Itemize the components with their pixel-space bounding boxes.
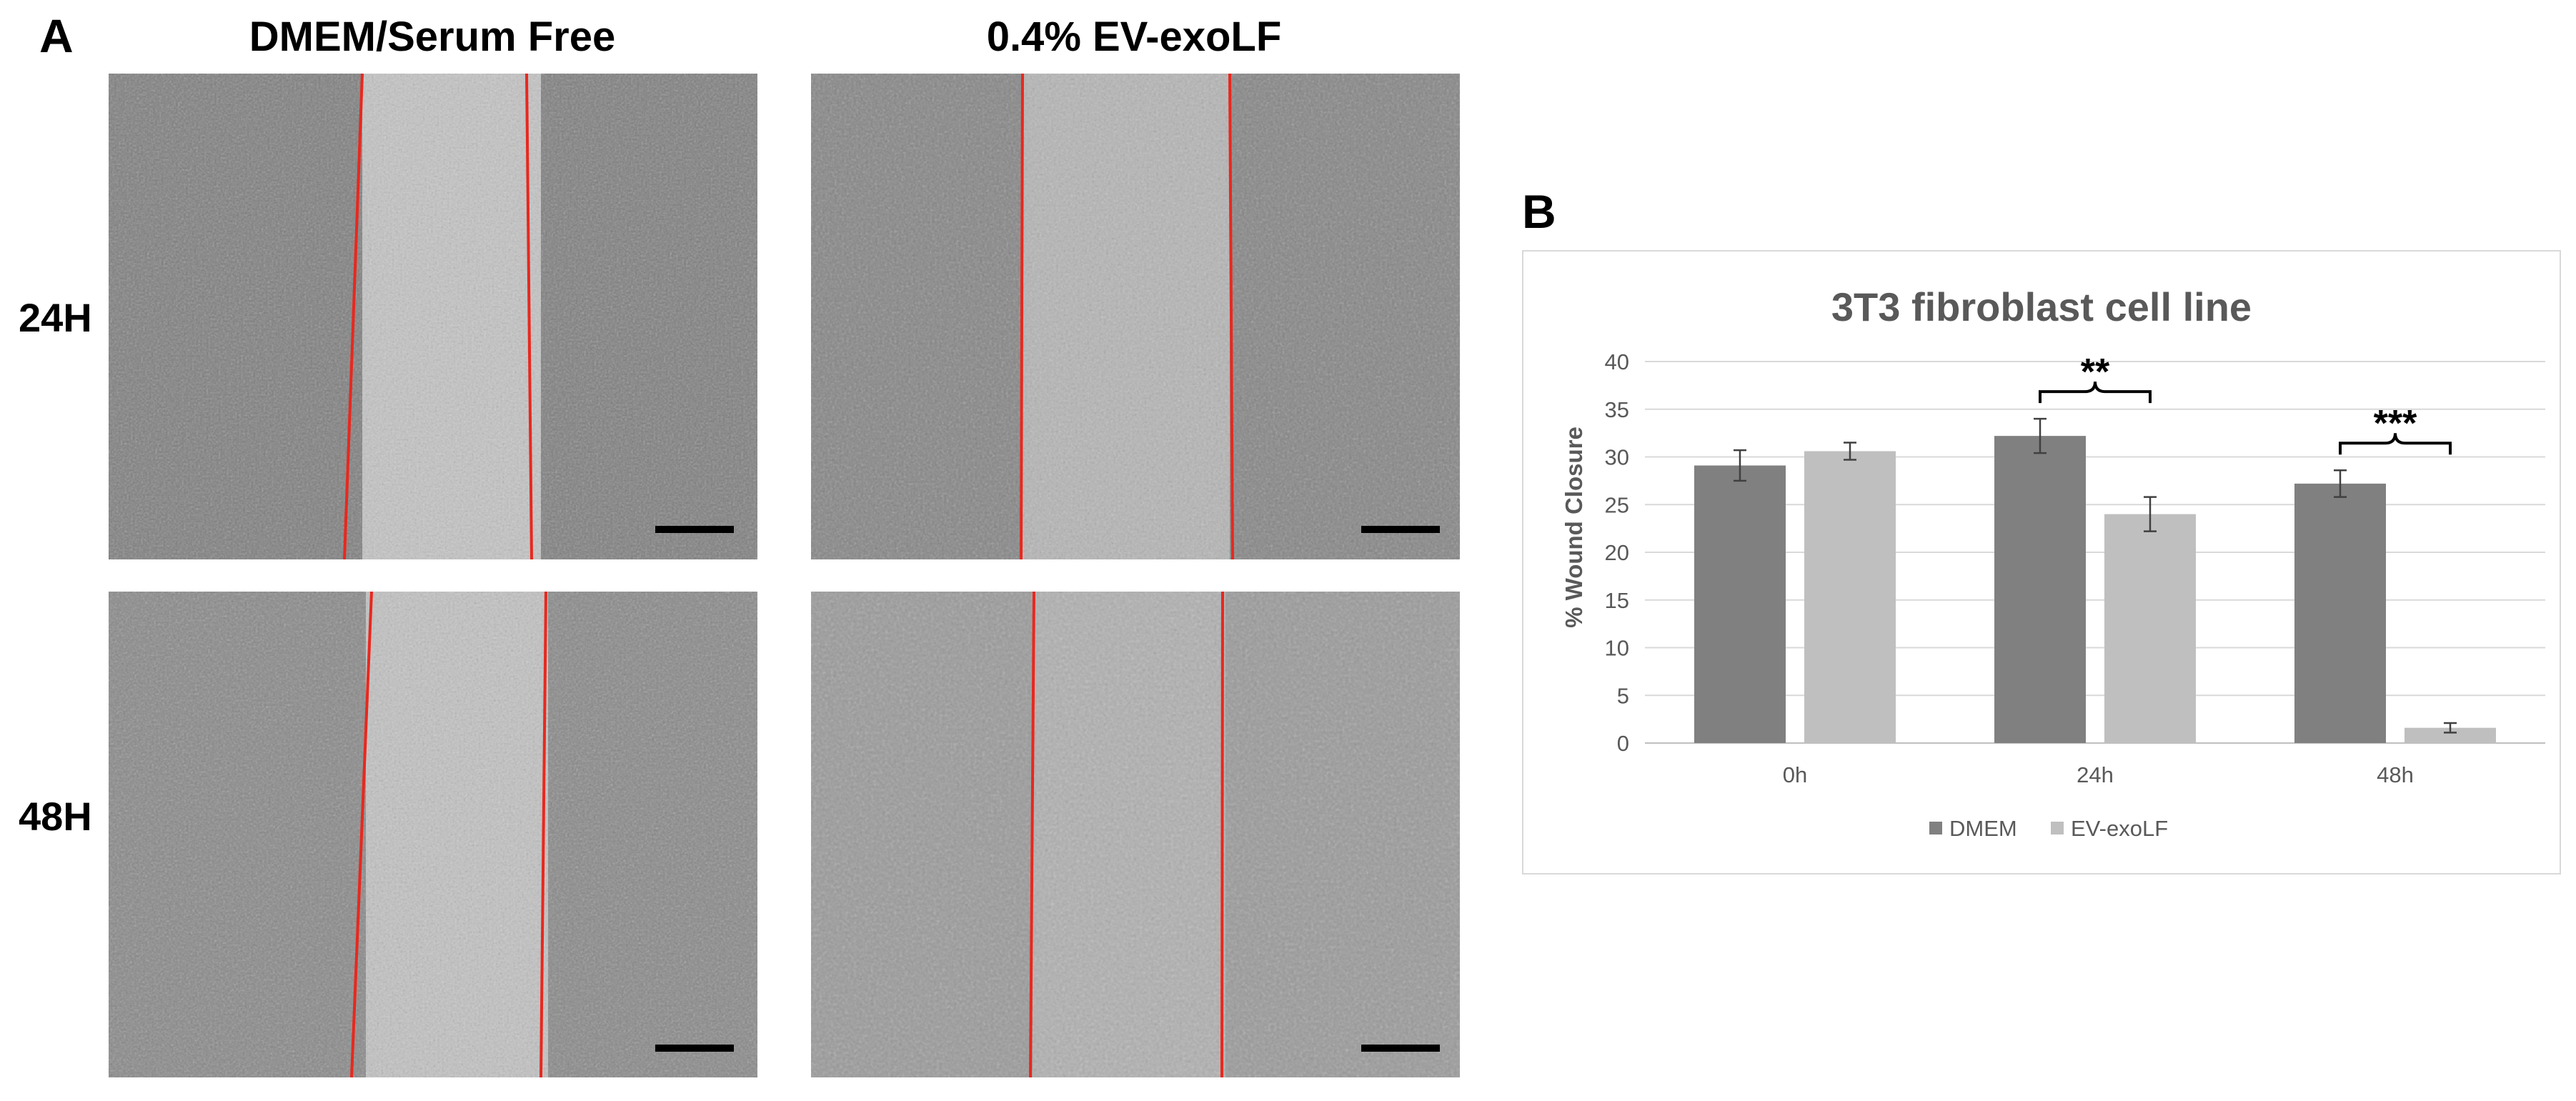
wound-edge-line [525, 74, 533, 559]
wound-edge-line [1228, 74, 1234, 559]
panel-a-letter: A [39, 9, 74, 62]
x-tick-label: 24h [2077, 762, 2114, 787]
wound-edge-line [1020, 74, 1024, 559]
y-tick-label: 10 [1605, 636, 1629, 661]
bar-dmem-24h [1994, 436, 2086, 743]
legend-swatch-ev-exolf [2051, 822, 2064, 835]
significance-bracket [2339, 433, 2452, 455]
scale-bar [1361, 1045, 1440, 1052]
x-tick-label: 48h [2377, 762, 2414, 787]
scale-bar [655, 526, 734, 533]
scale-bar [655, 1045, 734, 1052]
gridlines [1645, 361, 2545, 744]
wound-edge-line [1029, 592, 1035, 1077]
panel-b-letter: B [1522, 185, 1556, 238]
bar-dmem-0h [1694, 465, 1786, 743]
legend-label-dmem: DMEM [1949, 816, 2017, 841]
y-tick-label: 5 [1617, 683, 1629, 708]
micrograph-dmem-24h [109, 74, 757, 559]
wound-edge-line [343, 74, 364, 559]
y-tick-label: 30 [1605, 445, 1629, 470]
chart-title: 3T3 fibroblast cell line [1831, 284, 2252, 329]
y-tick-label: 25 [1605, 492, 1629, 517]
bar-dmem-48h [2294, 483, 2386, 743]
scale-bar [1361, 526, 1440, 533]
micrograph-ev-exolf-24h [811, 74, 1460, 559]
bar-ev-exolf-0h [1804, 451, 1896, 743]
wound-edge-line [1220, 592, 1224, 1077]
y-tick-label: 40 [1605, 349, 1629, 374]
x-tick-label: 0h [1783, 762, 1807, 787]
row-label-48h: 48H [19, 794, 92, 839]
y-tick-label: 20 [1605, 540, 1629, 565]
significance-stars: *** [2374, 403, 2417, 444]
legend-label-ev-exolf: EV-exoLF [2071, 816, 2168, 841]
y-tick-label: 35 [1605, 397, 1629, 422]
significance-annotations: ***** [2039, 352, 2452, 455]
micrograph-dmem-48h [109, 592, 757, 1077]
y-tick-labels: 0 5 10 15 20 25 30 35 40 [1605, 349, 1629, 756]
y-axis-label: % Wound Closure [1561, 427, 1587, 628]
bar-ev-exolf-48h [2405, 727, 2496, 743]
legend: DMEM EV-exoLF [1929, 816, 2168, 841]
y-tick-label: 15 [1605, 588, 1629, 613]
column-title-ev-exolf: 0.4% EV-exoLF [986, 14, 1282, 60]
bar-chart: 3T3 fibroblast cell line % Wound Closure… [1561, 284, 2545, 841]
wound-edge-line [350, 592, 373, 1077]
legend-swatch-dmem [1929, 822, 1942, 835]
chart-frame: 3T3 fibroblast cell line % Wound Closure… [1522, 250, 2561, 875]
bars [1694, 417, 2496, 743]
row-label-24h: 24H [19, 295, 92, 340]
x-tick-labels: 0h 24h 48h [1783, 762, 2414, 787]
bar-ev-exolf-24h [2104, 514, 2196, 743]
wound-edge-line [539, 592, 547, 1077]
y-tick-label: 0 [1617, 731, 1629, 756]
significance-stars: ** [2081, 352, 2110, 393]
micrograph-ev-exolf-48h [811, 592, 1460, 1077]
column-title-dmem: DMEM/Serum Free [249, 14, 616, 60]
